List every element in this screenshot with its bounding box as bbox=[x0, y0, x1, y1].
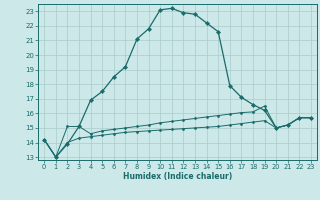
X-axis label: Humidex (Indice chaleur): Humidex (Indice chaleur) bbox=[123, 172, 232, 181]
